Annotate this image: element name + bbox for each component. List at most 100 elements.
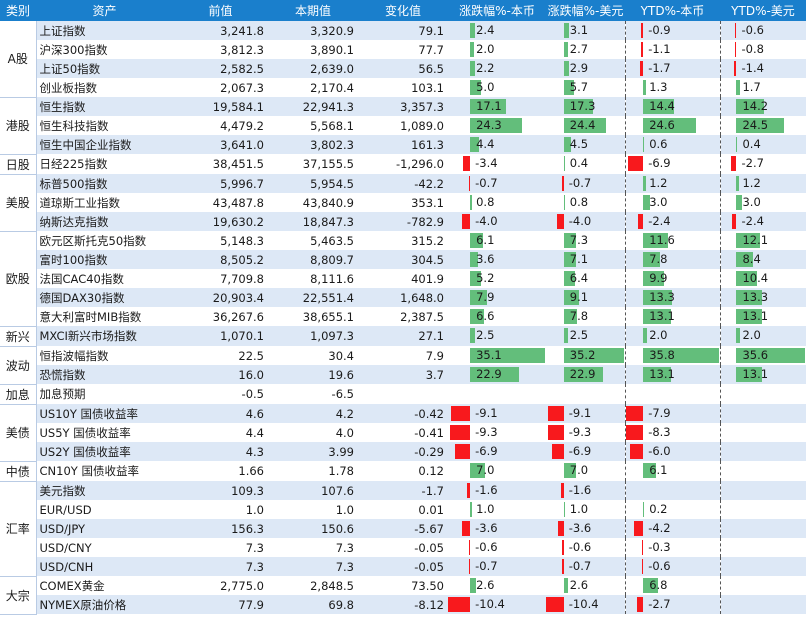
ytd-usd-cell: 1.2 (719, 174, 806, 193)
pct-usd-label: 0.8 (569, 195, 589, 209)
ytd-local-cell: 1.2 (624, 174, 720, 193)
table-row: USD/JPY 156.3 150.6 -5.67 -3.6 -3.6 -4.2 (0, 519, 806, 538)
asset-name: COMEX黄金 (36, 576, 173, 595)
header-change: 变化值 (358, 0, 448, 21)
pct-local-bar (470, 367, 519, 382)
pct-local-cell: 2.0 (448, 40, 546, 59)
pct-usd-label: -4.0 (568, 214, 592, 228)
ytd-usd-cell (719, 538, 806, 557)
asset-name: USD/JPY (36, 519, 173, 538)
pct-local-label: 1.0 (476, 502, 495, 516)
curr-value: 30.4 (268, 346, 358, 365)
pct-local-cell: 5.0 (448, 78, 546, 97)
curr-value: 19.6 (268, 365, 358, 384)
ytd-local-cell (624, 384, 720, 404)
pct-usd-cell: 35.2 (546, 346, 625, 365)
pct-usd-bar (563, 290, 580, 305)
pct-local-bar (450, 425, 471, 440)
pct-local-label: -0.6 (475, 540, 498, 554)
ytd-local-cell: -0.6 (624, 557, 720, 576)
ytd-usd-label: -2.4 (741, 214, 764, 228)
change-value (358, 384, 448, 404)
ytd-local-label: -6.0 (648, 444, 671, 458)
ytd-usd-cell (719, 519, 806, 538)
pct-local-bar (470, 80, 481, 95)
pct-usd-cell: -3.6 (546, 519, 625, 538)
pct-usd-bar (563, 23, 570, 38)
ytd-usd-bar (736, 328, 741, 343)
pct-usd-label: -1.6 (568, 483, 592, 497)
pct-local-cell: 3.6 (448, 250, 546, 269)
pct-usd-label: 2.7 (569, 42, 589, 56)
pct-local-cell: -0.7 (448, 174, 546, 193)
ytd-usd-cell (719, 404, 806, 423)
ytd-usd-cell: 24.5 (719, 116, 806, 135)
change-value: 103.1 (358, 78, 448, 97)
table-row: 道琼斯工业指数 43,487.8 43,840.9 353.1 0.8 0.8 3.0 3.0 (0, 193, 806, 212)
pct-usd-cell: -4.0 (546, 212, 625, 231)
ytd-local-label: -8.3 (648, 425, 671, 439)
pct-usd-label: -6.9 (568, 444, 592, 458)
curr-value: 37,155.5 (268, 154, 358, 174)
pct-usd-cell: -0.7 (546, 557, 625, 576)
pct-usd-label: 2.6 (569, 578, 589, 592)
pct-local-label: -3.6 (475, 521, 498, 535)
curr-value: 2,848.5 (268, 576, 358, 595)
pct-usd-cell: 3.1 (546, 21, 625, 40)
ytd-local-cell: 24.6 (624, 116, 720, 135)
prev-value: 7.3 (173, 557, 268, 576)
pct-local-label: 35.1 (476, 348, 502, 362)
pct-usd-cell: -10.4 (546, 595, 625, 614)
ytd-usd-cell: -0.6 (719, 21, 806, 40)
curr-value: 2,170.4 (268, 78, 358, 97)
ytd-local-bar (643, 99, 674, 114)
ytd-local-cell: -6.0 (624, 442, 720, 461)
asset-name: 创业板指数 (36, 78, 173, 97)
pct-local-cell: 5.2 (448, 269, 546, 288)
pct-local-bar (470, 309, 485, 324)
header-prev: 前值 (173, 0, 268, 21)
curr-value: 22,941.3 (268, 97, 358, 116)
pct-local-cell: -0.7 (448, 557, 546, 576)
ytd-local-cell: -4.2 (624, 519, 720, 538)
pct-local-bar (470, 61, 475, 76)
change-value: 77.7 (358, 40, 448, 59)
pct-usd-label: 1.0 (569, 502, 589, 516)
header-category: 类别 (0, 0, 36, 21)
ytd-local-cell: -2.4 (624, 212, 720, 231)
change-value: -0.05 (358, 557, 448, 576)
pct-local-bar (468, 540, 471, 555)
pct-usd-label: 0.4 (569, 156, 589, 170)
table-row: 日股 日经225指数 38,451.5 37,155.5 -1,296.0 -3.4 0.4… (0, 154, 806, 175)
prev-value: 3,641.0 (173, 135, 268, 154)
curr-value: 3.99 (268, 442, 358, 461)
prev-value: 4.3 (173, 442, 268, 461)
ytd-usd-label: -2.7 (741, 156, 764, 170)
prev-value: 2,067.3 (173, 78, 268, 97)
ytd-usd-label: 24.5 (742, 118, 769, 132)
ytd-usd-bar (734, 42, 737, 57)
pct-usd-bar (563, 578, 569, 593)
pct-local-cell: 35.1 (448, 346, 546, 365)
pct-usd-bar (547, 425, 564, 440)
ytd-local-bar (643, 137, 645, 152)
table-row: 上证50指数 2,582.5 2,639.0 56.5 2.2 2.9 -1.7 -1.4 (0, 59, 806, 78)
change-value: 1,089.0 (358, 116, 448, 135)
pct-usd-label: 2.9 (569, 61, 589, 75)
pct-local-bar (470, 195, 472, 210)
pct-local-bar (470, 290, 487, 305)
pct-usd-cell: 2.9 (546, 59, 625, 78)
prev-value: 20,903.4 (173, 288, 268, 307)
pct-local-bar (470, 118, 522, 133)
ytd-local-bar (643, 309, 672, 324)
pct-local-label: 3.6 (476, 252, 495, 266)
pct-local-label: 2.5 (476, 328, 495, 342)
pct-local-label: -9.3 (475, 425, 498, 439)
change-value: -0.29 (358, 442, 448, 461)
pct-usd-label: 3.1 (569, 23, 589, 37)
prev-value: 3,812.3 (173, 40, 268, 59)
pct-usd-bar (546, 597, 564, 612)
prev-value: 2,582.5 (173, 59, 268, 78)
ytd-local-label: 35.8 (649, 348, 675, 362)
ytd-usd-bar (736, 176, 739, 191)
